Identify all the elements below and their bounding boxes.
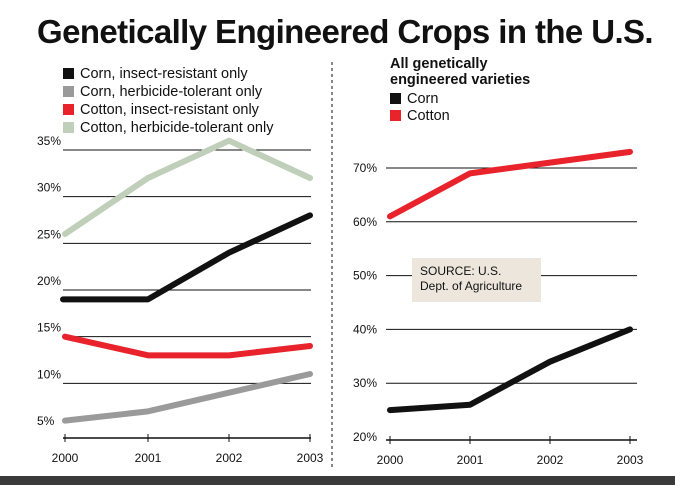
left-legend-swatch [63, 86, 74, 97]
left-y-tick-label: 15% [37, 321, 61, 335]
right-panel-title: All genetically [390, 56, 488, 72]
source-box [412, 258, 541, 302]
left-series-line [62, 333, 313, 359]
source-text: SOURCE: U.S. [420, 264, 501, 278]
right-x-tick-label: 2001 [457, 453, 484, 467]
right-panel-title: engineered varieties [390, 72, 530, 88]
left-legend-label: Cotton, herbicide-tolerant only [80, 120, 274, 136]
right-x-tick-label: 2002 [537, 453, 564, 467]
right-y-tick-label: 70% [353, 161, 377, 175]
right-y-tick-label: 40% [353, 322, 377, 336]
left-series-line [62, 137, 313, 237]
left-legend-swatch [63, 122, 74, 133]
left-panel: Corn, insect-resistant only Corn, herbici… [37, 66, 324, 465]
source-annotation: SOURCE: U.S.Dept. of Agriculture [412, 258, 541, 302]
left-x-tick-labels: 2000 2001 2002 2003 [52, 451, 324, 465]
left-legend-label: Corn, herbicide-tolerant only [80, 84, 263, 100]
right-gridlines [386, 167, 637, 444]
source-text: Dept. of Agriculture [420, 279, 522, 293]
right-x-tick-label: 2003 [617, 453, 644, 467]
bottom-bar [0, 476, 675, 485]
right-legend-swatch [390, 93, 401, 104]
left-y-tick-label: 5% [37, 414, 55, 428]
left-x-tick-label: 2000 [52, 451, 79, 465]
left-legend-swatch [63, 104, 74, 115]
left-x-tick-label: 2002 [216, 451, 243, 465]
left-y-tick-label: 30% [37, 181, 61, 195]
left-legend-swatch [63, 68, 74, 79]
left-legend: Corn, insect-resistant only Corn, herbici… [63, 66, 274, 136]
right-y-tick-labels: 70% 60% 50% 40% 30% 20% [353, 161, 377, 444]
left-series-lines [60, 137, 313, 424]
left-series-line [62, 371, 313, 424]
left-y-tick-label: 10% [37, 367, 61, 381]
right-legend-swatch [390, 110, 401, 121]
left-x-tick-label: 2003 [297, 451, 324, 465]
left-y-tick-labels: 35% 30% 25% 20% 15% 10% 5% [37, 134, 61, 428]
right-y-tick-label: 20% [353, 430, 377, 444]
left-y-tick-label: 35% [37, 134, 61, 148]
right-x-tick-label: 2000 [377, 453, 404, 467]
right-legend-label: Cotton [407, 108, 450, 124]
right-y-tick-label: 30% [353, 376, 377, 390]
left-x-tick-label: 2001 [135, 451, 162, 465]
right-x-tick-labels: 2000 2001 2002 2003 [377, 453, 644, 467]
left-legend-label: Corn, insect-resistant only [80, 66, 248, 82]
chart-title: Genetically Engineered Crops in the U.S. [37, 13, 653, 50]
left-legend-label: Cotton, insect-resistant only [80, 102, 260, 118]
left-gridlines [63, 149, 311, 442]
right-series-line [387, 148, 633, 220]
left-series-line [60, 212, 313, 303]
right-series-line [387, 326, 633, 414]
right-y-tick-label: 50% [353, 269, 377, 283]
right-y-tick-label: 60% [353, 215, 377, 229]
left-y-tick-label: 25% [37, 227, 61, 241]
right-legend-label: Corn [407, 91, 438, 107]
left-y-tick-label: 20% [37, 274, 61, 288]
right-series-lines [387, 148, 633, 414]
